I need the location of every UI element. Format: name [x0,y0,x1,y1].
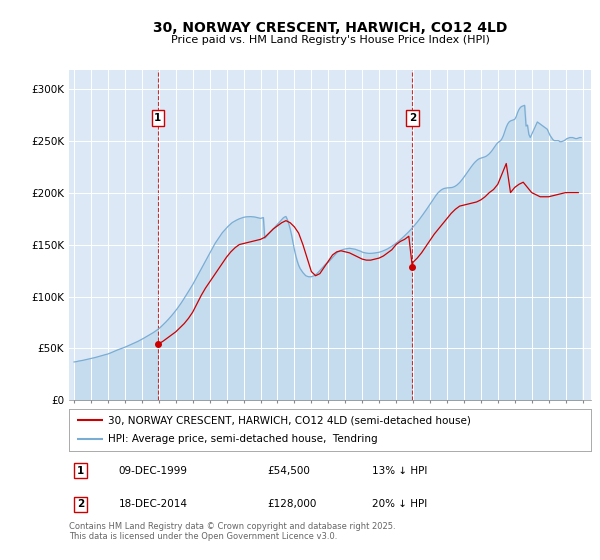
Text: 1: 1 [154,113,161,123]
Text: £128,000: £128,000 [268,500,317,510]
Text: 2: 2 [77,500,84,510]
Text: Price paid vs. HM Land Registry's House Price Index (HPI): Price paid vs. HM Land Registry's House … [170,35,490,45]
Text: This data is licensed under the Open Government Licence v3.0.: This data is licensed under the Open Gov… [69,532,337,541]
Text: HPI: Average price, semi-detached house,  Tendring: HPI: Average price, semi-detached house,… [108,434,378,444]
Text: 20% ↓ HPI: 20% ↓ HPI [372,500,427,510]
Text: £54,500: £54,500 [268,465,310,475]
Text: 09-DEC-1999: 09-DEC-1999 [119,465,188,475]
Text: 2: 2 [409,113,416,123]
Text: 1: 1 [77,465,84,475]
Text: 30, NORWAY CRESCENT, HARWICH, CO12 4LD (semi-detached house): 30, NORWAY CRESCENT, HARWICH, CO12 4LD (… [108,415,471,425]
Text: 18-DEC-2014: 18-DEC-2014 [119,500,188,510]
Text: 30, NORWAY CRESCENT, HARWICH, CO12 4LD: 30, NORWAY CRESCENT, HARWICH, CO12 4LD [153,21,507,35]
Text: 13% ↓ HPI: 13% ↓ HPI [372,465,427,475]
Text: Contains HM Land Registry data © Crown copyright and database right 2025.: Contains HM Land Registry data © Crown c… [69,522,395,531]
